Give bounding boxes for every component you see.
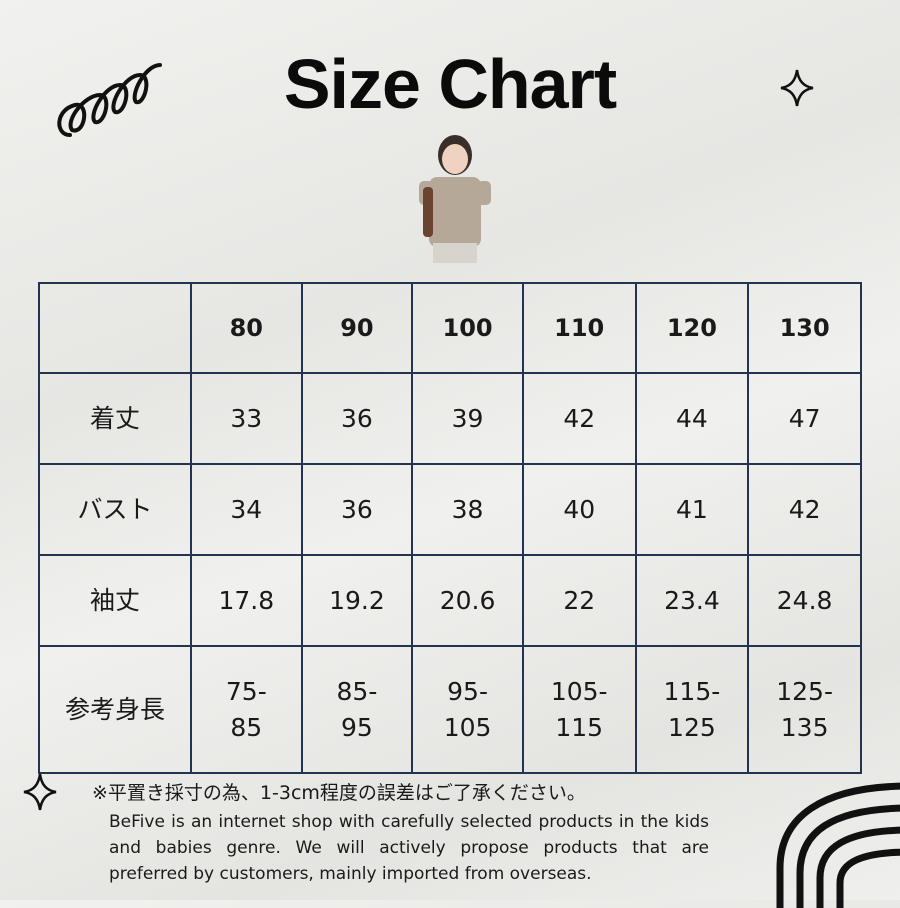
- table-cell: 39: [411, 372, 524, 465]
- range-end: 135: [780, 712, 829, 742]
- table-cell: 105- 115: [521, 645, 637, 774]
- table-cell: 115- 125: [634, 645, 750, 774]
- table-row: 着丈 33 36 39 42 44 47: [38, 372, 862, 465]
- page-title: Size Chart: [283, 45, 617, 123]
- table-cell: 22: [521, 554, 637, 647]
- size-table: 80 90 100 110 120 130 着丈 33 36 39 42 44 …: [38, 282, 862, 774]
- table-cell: 20.6: [411, 554, 524, 647]
- header-cell: 110: [521, 282, 637, 374]
- sparkle-icon: [23, 773, 57, 811]
- range-end: 125: [668, 712, 716, 742]
- range-end: 85: [230, 712, 263, 742]
- table-cell: 24.8: [747, 554, 862, 647]
- range-start: 105-: [550, 676, 608, 706]
- table-row: 参考身長 75- 85 85- 95 95- 105 105- 115 115- 125 …: [38, 645, 862, 774]
- header-cell: 80: [190, 282, 303, 374]
- table-cell: 125- 135: [747, 645, 862, 774]
- header-cell: 120: [634, 282, 750, 374]
- measurement-note: ※平置き採寸の為、1-3cm程度の誤差はご了承ください。: [92, 782, 586, 804]
- row-label: バスト: [38, 463, 192, 556]
- table-cell: 36: [300, 372, 414, 465]
- table-cell: 38: [411, 463, 524, 556]
- range-start: 75-: [225, 676, 267, 706]
- range-end: 115: [555, 712, 604, 742]
- table-cell: 36: [300, 463, 414, 556]
- range-end: 95: [341, 712, 373, 742]
- table-cell: 40: [521, 463, 637, 556]
- header-cell: [38, 282, 192, 374]
- header-cell: 90: [300, 282, 414, 374]
- table-cell: 42: [747, 463, 862, 556]
- table-cell: 42: [521, 372, 637, 465]
- row-label: 着丈: [38, 372, 192, 465]
- table-cell: 33: [190, 372, 303, 465]
- range-start: 95-: [447, 676, 488, 706]
- spiral-decoration-icon: [57, 63, 162, 137]
- table-cell: 17.8: [190, 554, 303, 647]
- table-header-row: 80 90 100 110 120 130: [38, 282, 862, 374]
- table-cell: 23.4: [634, 554, 750, 647]
- table-cell: 44: [634, 372, 750, 465]
- row-label: 参考身長: [38, 645, 192, 774]
- sparkle-icon: [780, 69, 814, 107]
- table-cell: 19.2: [300, 554, 414, 647]
- range-end: 105: [443, 712, 492, 742]
- table-cell: 47: [747, 372, 862, 465]
- shop-description: BeFive is an internet shop with carefull…: [109, 812, 709, 884]
- table-cell: 95- 105: [411, 645, 524, 774]
- table-cell: 75- 85: [190, 645, 303, 774]
- child-model-photo: [419, 135, 491, 263]
- header-cell: 100: [411, 282, 524, 374]
- rainbow-arches-decoration-icon: [776, 782, 900, 908]
- range-start: 125-: [776, 676, 833, 706]
- row-label: 袖丈: [38, 554, 192, 647]
- table-cell: 34: [190, 463, 303, 556]
- header-cell: 130: [747, 282, 862, 374]
- table-cell: 85- 95: [300, 645, 414, 774]
- range-start: 115-: [663, 676, 721, 706]
- table-cell: 41: [634, 463, 750, 556]
- range-start: 85-: [336, 676, 378, 706]
- table-row: 袖丈 17.8 19.2 20.6 22 23.4 24.8: [38, 554, 862, 647]
- table-row: バスト 34 36 38 40 41 42: [38, 463, 862, 556]
